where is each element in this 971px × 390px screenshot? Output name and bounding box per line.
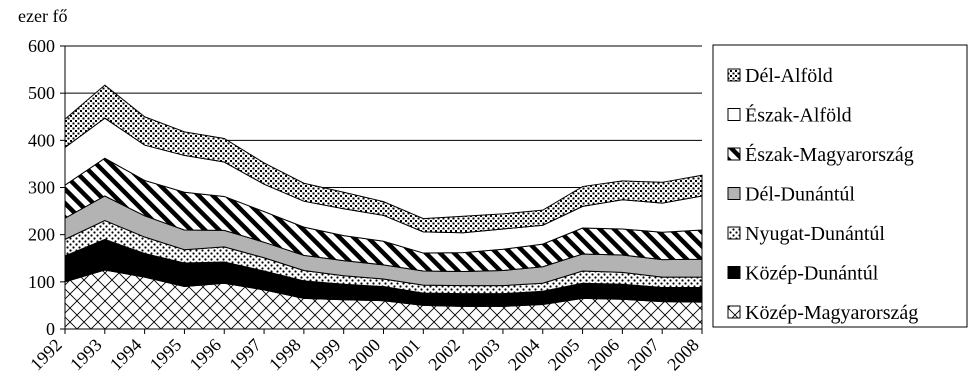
- x-tick-label: 2001: [385, 335, 425, 375]
- legend-swatch: [727, 266, 741, 279]
- y-tick-label: 300: [28, 178, 55, 198]
- y-tick-label: 100: [28, 272, 55, 292]
- legend-label: Dél-Dunántúl: [745, 184, 855, 206]
- legend-swatch: [727, 68, 741, 82]
- legend-label: Észak-Magyarország: [745, 143, 914, 166]
- x-tick-label: 2000: [345, 335, 385, 375]
- y-tick-label: 500: [28, 83, 55, 103]
- x-tick-label: 2002: [424, 335, 464, 375]
- x-tick-label: 1994: [106, 335, 146, 375]
- x-tick-label: 1995: [146, 335, 186, 375]
- x-tick-label: 2007: [623, 335, 663, 375]
- x-tick-label: 1997: [225, 335, 265, 375]
- y-tick-label: 200: [28, 225, 55, 245]
- legend-label: Észak-Alföld: [745, 104, 852, 127]
- y-tick-label: 400: [28, 130, 55, 150]
- x-tick-label: 1992: [26, 335, 66, 375]
- legend-frame: [712, 44, 968, 328]
- legend-label: Közép-Dunántúl: [745, 263, 879, 285]
- legend-swatch: [727, 108, 741, 121]
- series-area-6: [64, 84, 703, 234]
- y-tick-label: 600: [28, 36, 55, 56]
- legend-label: Dél-Alföld: [745, 65, 833, 87]
- x-tick-label: 1993: [66, 335, 106, 375]
- x-tick-label: 2004: [504, 335, 544, 375]
- legend-swatch: [727, 305, 741, 319]
- legend-label: Nyugat-Dunántúl: [745, 223, 885, 245]
- legend-swatch: [727, 147, 741, 161]
- x-tick-label: 1996: [185, 335, 225, 375]
- legend-swatch: [727, 226, 741, 240]
- x-tick-label: 2003: [464, 335, 504, 375]
- x-tick-label: 2008: [663, 335, 703, 375]
- x-tick-label: 1998: [265, 335, 305, 375]
- legend-label: Közép-Magyarország: [745, 302, 918, 324]
- y-tick-label: 0: [46, 319, 55, 339]
- legend-swatch: [727, 187, 741, 200]
- x-tick-label: 2005: [544, 335, 584, 375]
- legend: Dél-Alföld Észak-Alföld Észak-Magyarország…: [712, 44, 968, 328]
- y-axis-unit-label: ezer fő: [18, 6, 67, 26]
- x-tick-label: 2006: [584, 335, 624, 375]
- x-tick-label: 1999: [305, 335, 345, 375]
